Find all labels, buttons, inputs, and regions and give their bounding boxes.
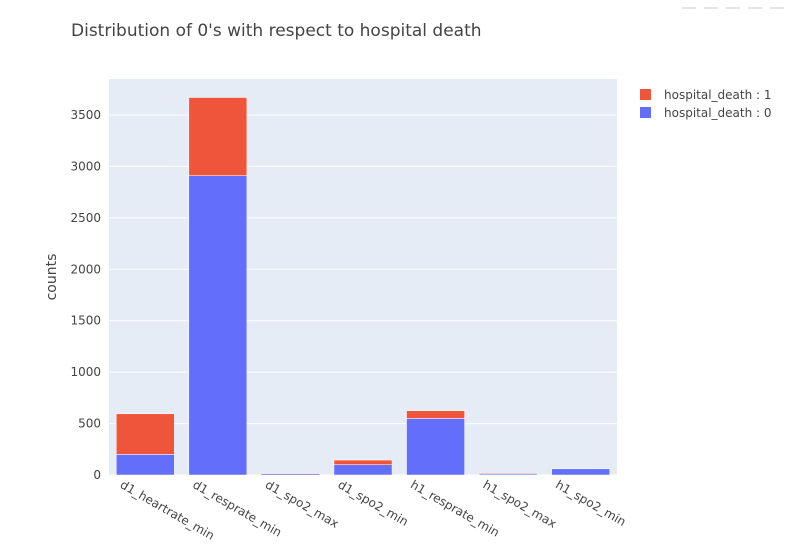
bar-d1-resprate-min-series-0[interactable] <box>188 175 248 476</box>
bars <box>116 97 610 476</box>
y-tick-label: 1000 <box>70 365 101 379</box>
bar-h1-spo2-min-series-0[interactable] <box>551 468 610 476</box>
y-tick-label: 2500 <box>70 211 101 225</box>
pan-icon[interactable] <box>704 0 718 9</box>
y-tick-label: 3000 <box>70 159 101 173</box>
legend[interactable]: hospital_death : 1 hospital_death : 0 <box>640 88 772 120</box>
y-axis-title: counts <box>44 254 60 301</box>
bar-h1-spo2-max-series-0[interactable] <box>478 473 538 476</box>
select-icon[interactable] <box>726 0 740 9</box>
bar-h1-resprate-min-series-0[interactable] <box>406 418 465 476</box>
y-tick-label: 3500 <box>70 108 101 122</box>
y-tick-label: 1500 <box>70 314 101 328</box>
bar-d1-spo2-min-series-0[interactable] <box>333 464 393 476</box>
bar-d1-heartrate-min-series-0[interactable] <box>116 454 175 476</box>
legend-swatch[interactable] <box>640 107 651 118</box>
legend-swatch[interactable] <box>640 89 651 100</box>
bar-d1-spo2-max-series-0[interactable] <box>261 474 320 475</box>
home-icon[interactable] <box>770 0 784 9</box>
plot-area <box>109 79 617 475</box>
y-tick-label: 2000 <box>70 262 101 276</box>
y-tick-label: 500 <box>78 417 101 431</box>
y-tick-label: 0 <box>93 468 101 482</box>
bar-d1-resprate-min-series-1[interactable] <box>188 97 248 176</box>
chart-title: Distribution of 0's with respect to hosp… <box>71 21 482 41</box>
x-axis-ticks: d1_heartrate_mind1_resprate_mind1_spo2_m… <box>118 477 629 542</box>
plot-modebar[interactable] <box>682 0 784 9</box>
reset-axes-icon[interactable] <box>748 0 762 9</box>
bar-d1-spo2-min-series-1[interactable] <box>333 459 393 465</box>
zoom-icon[interactable] <box>682 0 696 9</box>
bar-h1-resprate-min-series-1[interactable] <box>406 410 465 419</box>
y-axis-ticks: 0 500 1000 1500 2000 2500 3000 3500 <box>70 108 101 482</box>
bar-d1-heartrate-min-series-1[interactable] <box>116 413 175 455</box>
legend-label[interactable]: hospital_death : 0 <box>664 106 772 120</box>
x-tick-label: h1_spo2_min <box>553 477 628 528</box>
x-tick-label: d1_spo2_min <box>336 477 411 528</box>
legend-label[interactable]: hospital_death : 1 <box>664 88 772 102</box>
